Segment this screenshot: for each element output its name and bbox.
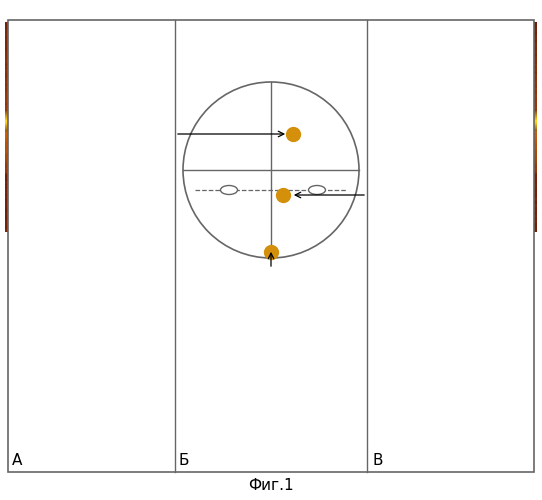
Text: 3: 3 [424,174,431,184]
Text: 1: 1 [23,136,30,146]
Text: 2: 2 [382,130,389,140]
Text: Б: Б [178,453,189,468]
Text: 4: 4 [211,437,218,447]
Text: А: А [12,453,22,468]
Text: В: В [372,453,383,468]
Text: 1: 1 [208,361,215,371]
Text: 1: 1 [433,151,440,161]
Text: 4: 4 [26,36,33,46]
Text: 3: 3 [243,313,250,323]
Text: 2: 2 [270,377,278,387]
Text: 4: 4 [385,36,392,46]
Ellipse shape [308,186,326,194]
Ellipse shape [221,186,237,194]
Text: 3: 3 [71,170,78,180]
Text: 2: 2 [23,113,30,123]
Text: Фиг.1: Фиг.1 [248,478,294,494]
Circle shape [183,82,359,258]
